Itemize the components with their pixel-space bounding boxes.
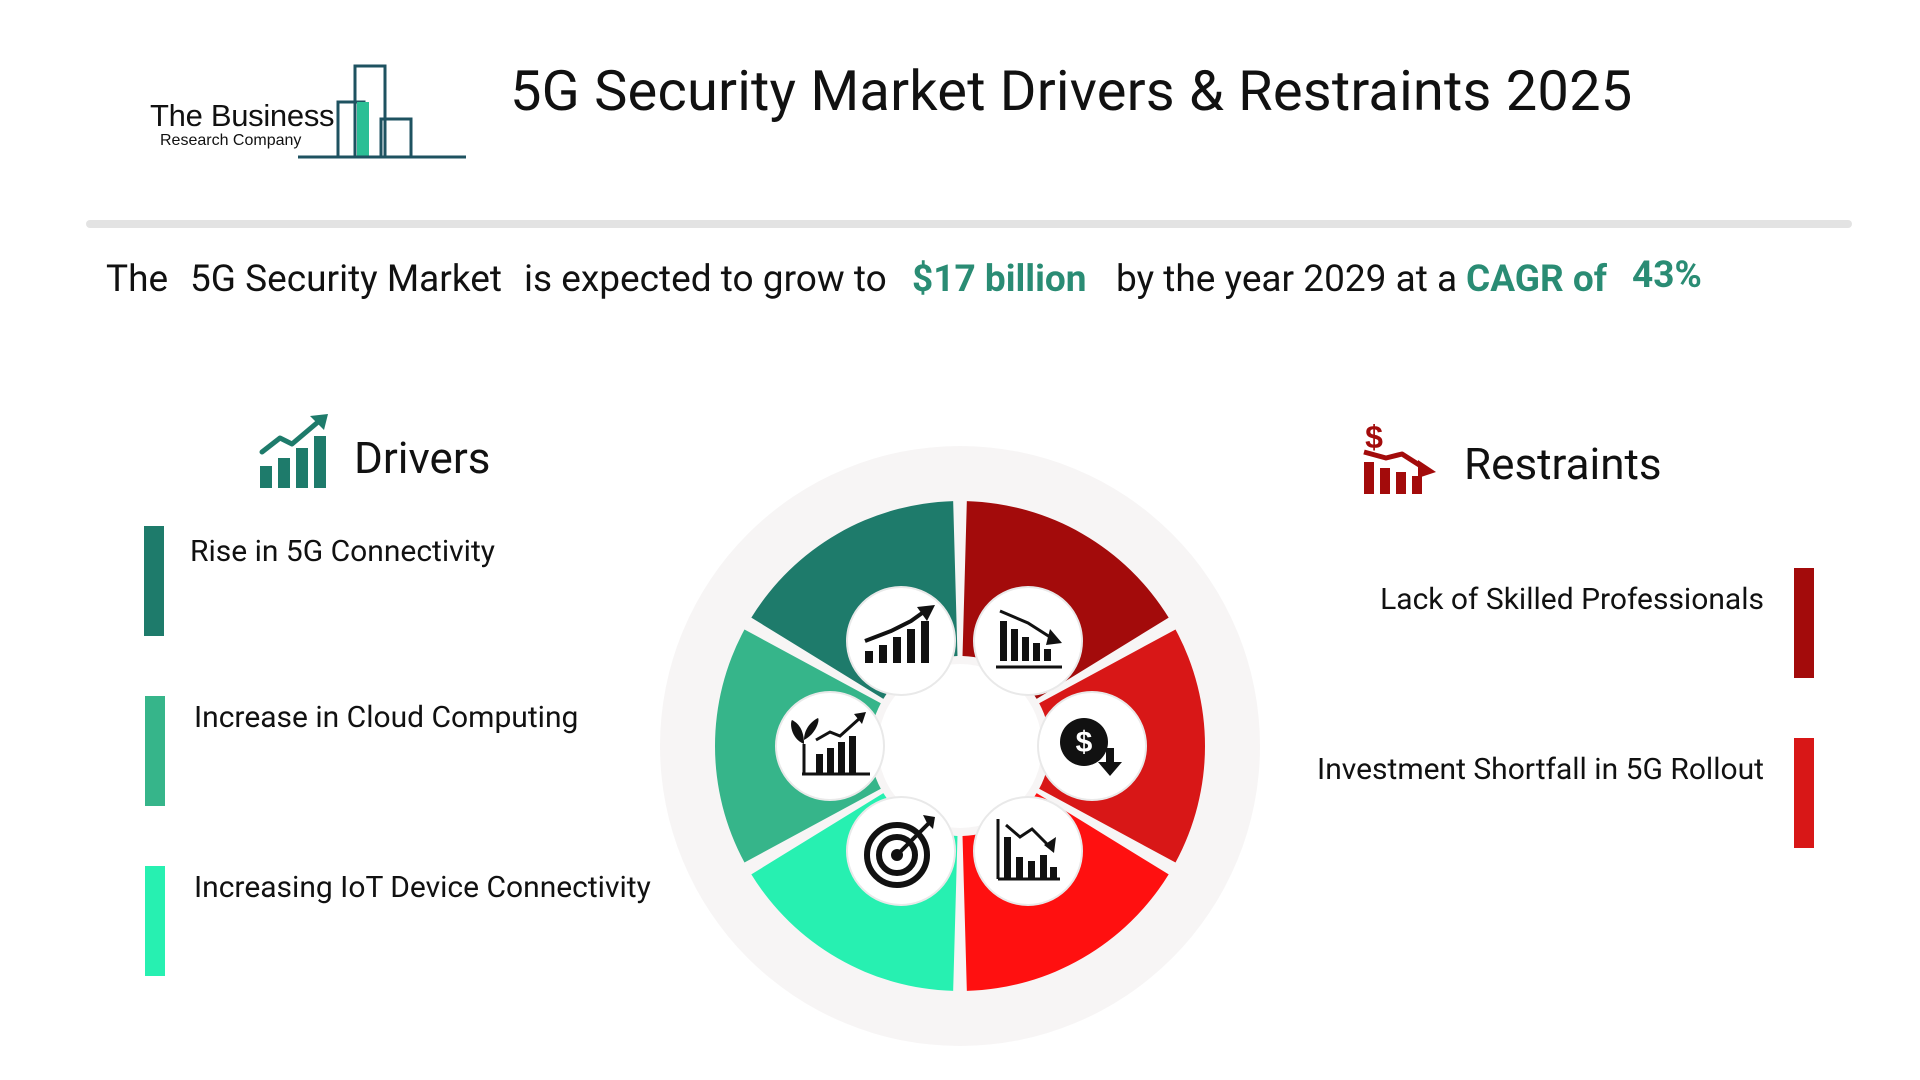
headline-value: $17 billion — [912, 258, 1087, 301]
restraint-bar-1 — [1794, 568, 1814, 678]
svg-text:$: $ — [1076, 726, 1093, 759]
icon-circle-6 — [973, 796, 1083, 906]
drivers-title: Drivers — [354, 432, 491, 484]
dollar-down-icon: $ — [1060, 718, 1122, 776]
restraint-item-2: Investment Shortfall in 5G Rollout — [1317, 752, 1764, 787]
logo-subtitle: Research Company — [160, 132, 302, 149]
restraints-title: Restraints — [1464, 438, 1662, 490]
driver-item-1: Rise in 5G Connectivity — [190, 534, 495, 569]
target-icon — [864, 815, 935, 888]
headline-market: 5G Security Market — [190, 258, 502, 301]
headline-cagr-label: CAGR of — [1466, 258, 1607, 301]
driver-item-2: Increase in Cloud Computing — [194, 700, 579, 735]
restraint-item-1: Lack of Skilled Professionals — [1380, 582, 1764, 617]
page-title: 5G Security Market Drivers & Restraints … — [510, 58, 1633, 124]
driver-bar-3 — [145, 866, 165, 976]
dollar-decline-chart-icon: $ — [1363, 419, 1436, 494]
plant-growth-chart-icon — [791, 712, 870, 776]
company-logo: The Business Research Company — [148, 62, 468, 162]
logo-name: The Business — [150, 98, 335, 133]
headline-cagr-value: 43% — [1632, 254, 1702, 297]
growth-chart-icon — [259, 414, 328, 488]
divider — [86, 220, 1852, 228]
drivers-restraints-wheel: $ — [660, 446, 1260, 1046]
headline-mid: is expected to grow to — [524, 258, 887, 301]
driver-bar-1 — [144, 526, 164, 636]
headline-the: The — [106, 258, 169, 301]
driver-bar-2 — [145, 696, 165, 806]
rising-chart-icon — [864, 605, 935, 663]
icon-circle-2 — [775, 691, 885, 801]
logo-buildings-icon — [298, 64, 466, 159]
headline-by: by the year 2029 at a — [1116, 258, 1458, 301]
driver-item-3: Increasing IoT Device Connectivity — [194, 870, 651, 905]
declining-bars-icon — [996, 609, 1062, 669]
restraint-bar-2 — [1794, 738, 1814, 848]
svg-text:$: $ — [1365, 419, 1383, 455]
wheel-hub — [878, 664, 1042, 828]
declining-chart-icon — [996, 819, 1060, 881]
